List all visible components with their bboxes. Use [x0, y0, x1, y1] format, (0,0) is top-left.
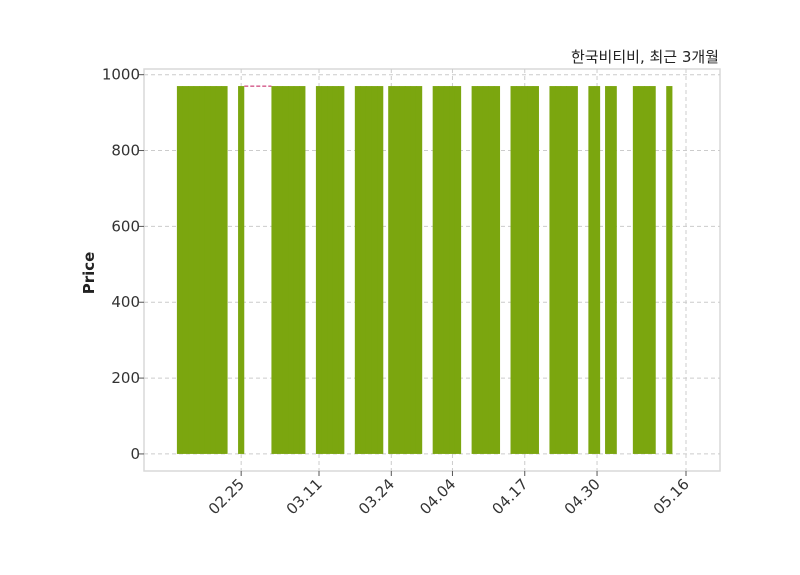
bar — [610, 86, 617, 454]
bar — [638, 86, 645, 454]
x-tick-label: 04.17 — [488, 475, 531, 518]
y-tick-label: 400 — [111, 293, 140, 311]
bar — [210, 86, 217, 454]
bar — [510, 86, 517, 454]
bar — [238, 86, 245, 454]
bar — [488, 86, 495, 454]
bar — [593, 86, 601, 454]
bar — [199, 86, 206, 454]
y-tick-label: 1000 — [102, 66, 140, 84]
bar — [377, 86, 384, 454]
bar — [555, 86, 562, 454]
bar — [605, 86, 612, 454]
bar — [516, 86, 523, 454]
bar — [643, 86, 651, 454]
bar — [649, 86, 656, 454]
bar — [471, 86, 478, 454]
bar — [365, 86, 373, 454]
x-axis: 02.25 03.11 03.24 04.04 04.17 04.30 05.16 — [205, 471, 693, 518]
bar — [338, 86, 345, 454]
bar — [454, 86, 462, 454]
bar — [415, 86, 423, 454]
bar — [327, 86, 334, 454]
bar — [371, 86, 378, 454]
y-axis-title: Price — [80, 252, 98, 295]
bar — [449, 86, 456, 454]
x-tick-label: 03.11 — [283, 475, 326, 518]
bar — [443, 86, 451, 454]
bar — [221, 86, 228, 454]
bar — [493, 86, 501, 454]
y-tick-label: 800 — [111, 142, 140, 160]
bar — [393, 86, 400, 454]
bar — [215, 86, 223, 454]
bar — [410, 86, 417, 454]
bar — [549, 86, 556, 454]
y-axis: 0 200 400 600 800 1000 — [102, 66, 144, 463]
bar — [571, 86, 578, 454]
bar-series — [176, 86, 673, 454]
bar — [288, 86, 295, 454]
bar — [193, 86, 200, 454]
bar — [299, 86, 306, 454]
bar — [332, 86, 339, 454]
bar — [354, 86, 362, 454]
bar — [204, 86, 211, 454]
bar — [666, 86, 673, 454]
bar — [271, 86, 278, 454]
y-tick-label: 600 — [111, 217, 140, 235]
bar — [588, 86, 595, 454]
y-tick-label: 0 — [130, 445, 140, 463]
bar — [432, 86, 439, 454]
bar — [276, 86, 284, 454]
bar — [560, 86, 567, 454]
bar — [404, 86, 412, 454]
bar — [527, 86, 534, 454]
x-tick-label: 04.04 — [416, 475, 459, 518]
bar — [360, 86, 367, 454]
bar — [482, 86, 489, 454]
x-tick-label: 05.16 — [650, 475, 693, 518]
bar — [632, 86, 640, 454]
y-tick-label: 200 — [111, 369, 140, 387]
bar — [438, 86, 445, 454]
chart-title: 한국비티비, 최근 3개월 — [571, 48, 719, 66]
x-tick-label: 02.25 — [205, 475, 248, 518]
x-tick-label: 03.24 — [355, 475, 398, 518]
x-tick-label: 04.30 — [561, 475, 604, 518]
bar — [176, 86, 184, 454]
bar — [532, 86, 539, 454]
bar — [477, 86, 484, 454]
bar — [293, 86, 300, 454]
bar — [182, 86, 189, 454]
bar — [315, 86, 323, 454]
bar — [566, 86, 573, 454]
bar — [321, 86, 328, 454]
bar — [282, 86, 289, 454]
bar — [388, 86, 395, 454]
bar — [399, 86, 406, 454]
bar — [188, 86, 195, 454]
bar — [521, 86, 528, 454]
